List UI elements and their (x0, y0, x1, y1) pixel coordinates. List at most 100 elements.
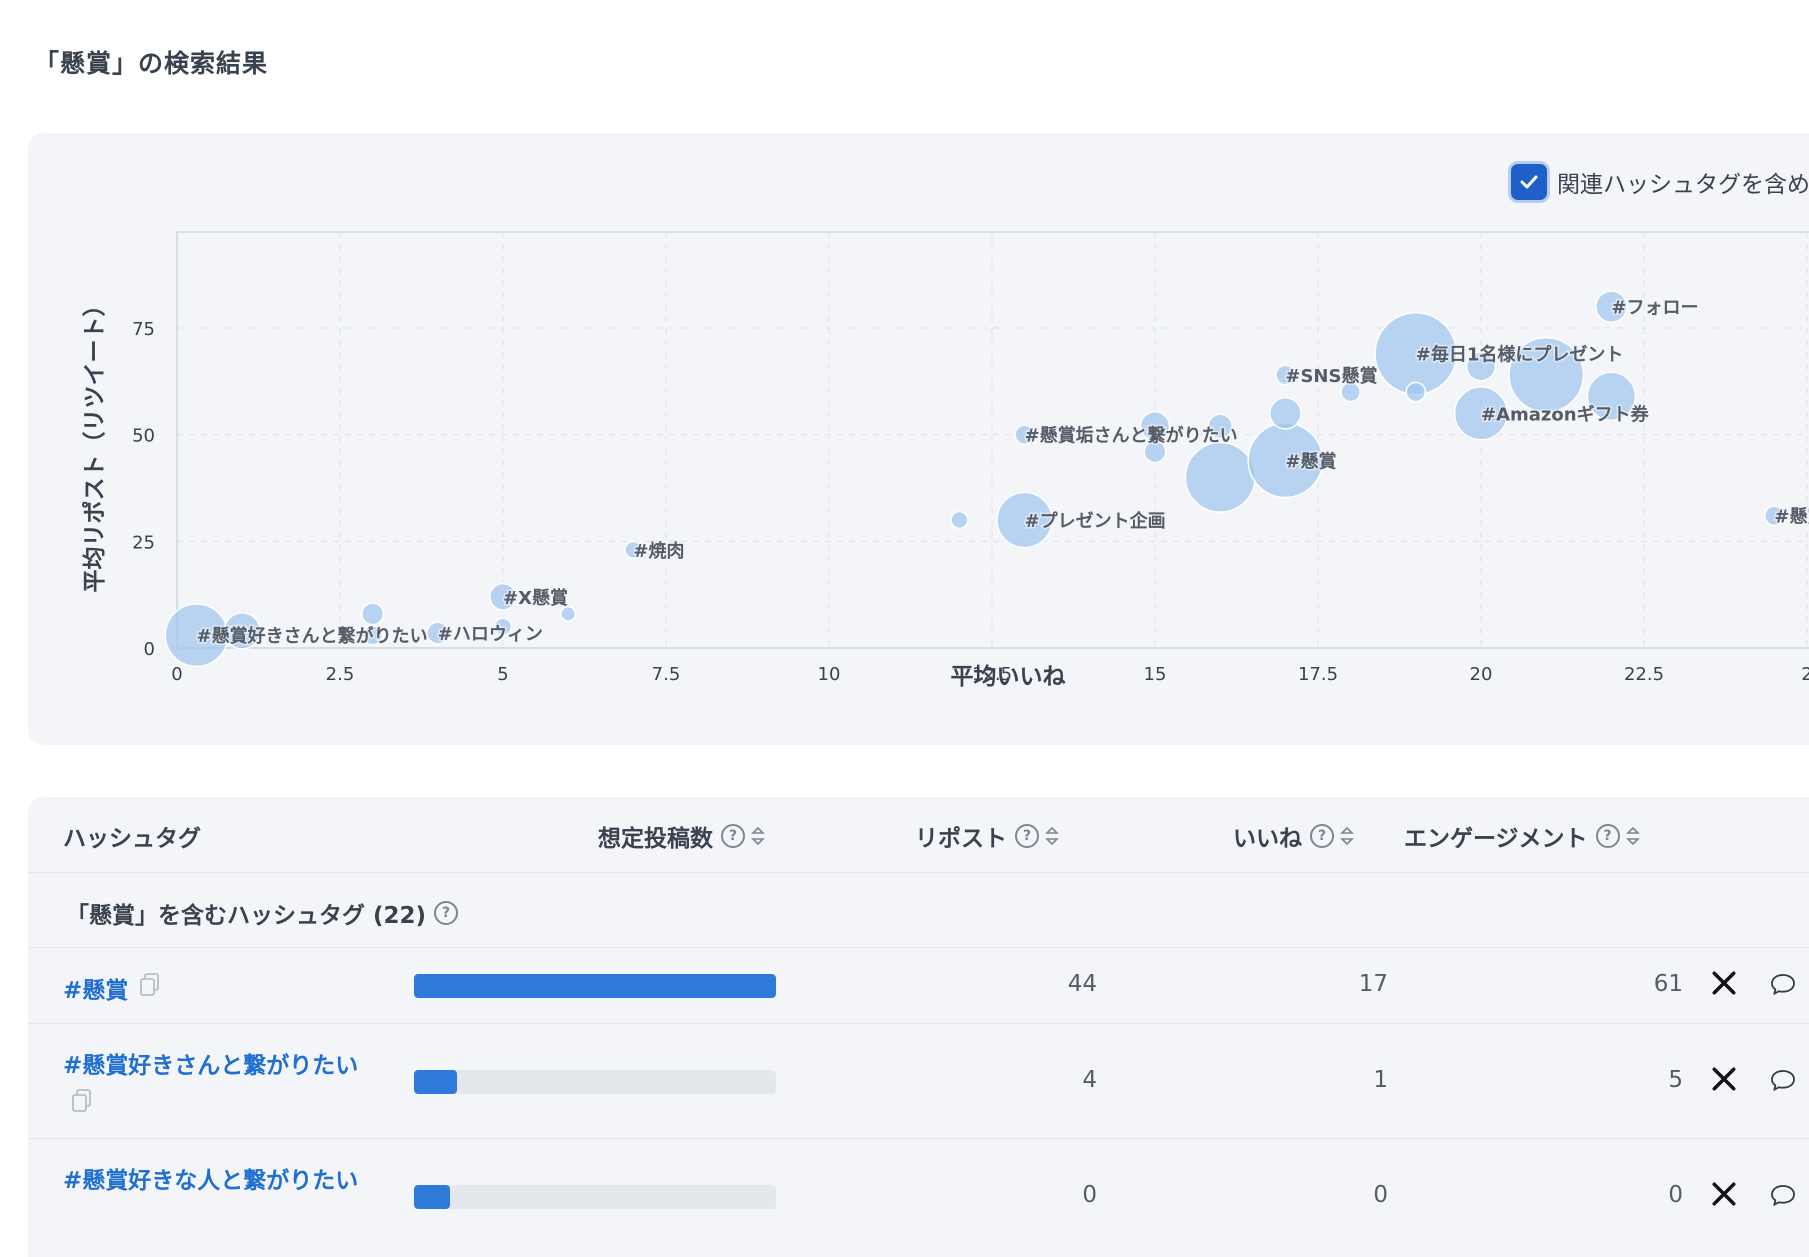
sort-icon[interactable] (1340, 825, 1354, 847)
header-posts[interactable]: 想定投稿数 ? (598, 819, 765, 853)
x-logo-icon[interactable] (1711, 1066, 1737, 1092)
data-bubble (1269, 396, 1302, 430)
posts-bar (414, 1070, 776, 1094)
sort-icon[interactable] (751, 825, 765, 847)
comment-icon[interactable] (1769, 970, 1797, 998)
bubble-label: #懸賞 (1285, 450, 1336, 472)
likes-value: 1 (1373, 1067, 1388, 1093)
x-tick-label: 2.5 (326, 664, 355, 685)
checkbox-checked-icon[interactable] (1511, 164, 1547, 200)
x-tick-label: 15 (1144, 664, 1167, 685)
data-bubble (1184, 441, 1256, 513)
posts-bar-fill (414, 974, 776, 998)
table-row: #懸賞好きさんと繋がりたい 4 1 5 (28, 1024, 1809, 1139)
data-bubble (1275, 364, 1296, 386)
header-posts-label: 想定投稿数 (598, 826, 713, 852)
hashtag-link[interactable]: #懸賞 (63, 978, 129, 1004)
y-tick-label: 50 (132, 426, 155, 447)
y-tick-label: 75 (132, 319, 155, 340)
include-related-label: 関連ハッシュタグを含め (1557, 172, 1809, 198)
header-engagement[interactable]: エンゲージメント ? (1404, 819, 1640, 853)
reposts-value: 4 (1082, 1067, 1097, 1093)
page-title: 「懸賞」の検索結果 (34, 49, 269, 78)
x-tick-label: 12.5 (972, 664, 1012, 685)
hashtag-link[interactable]: #懸賞好きさんと繋がりたい (63, 1053, 359, 1079)
x-tick-label: 0 (171, 664, 182, 685)
help-icon[interactable]: ? (1310, 824, 1334, 848)
bubble-label: #焼肉 (633, 540, 684, 562)
data-bubble (950, 510, 969, 530)
x-tick-label: 7.5 (652, 664, 681, 685)
x-tick-label: 17.5 (1298, 664, 1338, 685)
table-header: ハッシュタグ 想定投稿数 ? リポスト ? いいね ? エンゲージメント ? (28, 797, 1809, 873)
data-bubble (426, 621, 450, 645)
engagement-value: 0 (1668, 1182, 1683, 1208)
table-row: #懸賞好きな人と繋がりたい 0 0 0 (28, 1139, 1809, 1257)
sort-icon[interactable] (1045, 825, 1059, 847)
help-icon[interactable]: ? (721, 824, 745, 848)
data-bubble (996, 491, 1053, 549)
likes-value: 0 (1373, 1182, 1388, 1208)
data-bubble (1014, 424, 1035, 446)
data-bubble (362, 624, 383, 646)
bubble-label: #フォロー (1611, 298, 1698, 319)
bubble-label: #Amazonギフト券 (1481, 403, 1650, 425)
group-label-text: 「懸賞」を含むハッシュタグ (22) (66, 903, 427, 929)
data-bubble (493, 617, 513, 636)
data-bubble (1405, 381, 1427, 403)
help-icon[interactable]: ? (1595, 824, 1620, 848)
data-bubble (1586, 371, 1637, 422)
header-reposts[interactable]: リポスト ? (915, 819, 1059, 853)
copy-icon[interactable] (138, 972, 162, 998)
table-row: #懸賞 44 17 61 (28, 948, 1809, 1024)
help-icon[interactable]: ? (1015, 824, 1039, 848)
header-hashtag-label: ハッシュタグ (63, 826, 201, 852)
data-bubble (223, 612, 261, 650)
bubble-chart-card: 0 2.5 5 7.5 10 12.5 15 17.5 20 22.5 2 0 25 50 75 平均いいね平… (28, 133, 1809, 745)
bubble-label: #懸賞情 (1774, 506, 1809, 528)
bubble-label: #毎日1名様にプレゼント (1416, 344, 1624, 366)
copy-icon[interactable] (70, 1088, 94, 1114)
x-logo-icon[interactable] (1711, 1181, 1737, 1207)
header-reposts-label: リポスト (915, 826, 1007, 852)
x-tick-label: 22.5 (1624, 664, 1664, 685)
bubble-label: #プレゼント企画 (1025, 510, 1166, 532)
posts-bar (414, 974, 776, 998)
hashtag-link[interactable]: #懸賞好きな人と繋がりたい (63, 1168, 359, 1194)
data-bubble (1508, 336, 1585, 413)
x-tick-label: 2 (1801, 664, 1809, 685)
data-bubble (1764, 505, 1785, 527)
bubble-label: #X懸賞 (503, 587, 568, 609)
help-icon[interactable]: ? (434, 901, 459, 925)
reposts-value: 0 (1082, 1182, 1097, 1208)
comment-icon[interactable] (1769, 1066, 1797, 1094)
x-logo-icon[interactable] (1711, 970, 1737, 996)
group-label: 「懸賞」を含むハッシュタグ (22) ? (66, 896, 459, 930)
header-engagement-label: エンゲージメント (1404, 826, 1588, 852)
hashtag-table: ハッシュタグ 想定投稿数 ? リポスト ? いいね ? エンゲージメント ? 「… (28, 797, 1809, 1257)
data-bubble (560, 605, 577, 622)
x-axis-label: 平均いいね (951, 663, 1066, 690)
comment-icon[interactable] (1769, 1181, 1797, 1209)
data-bubble (1465, 351, 1497, 382)
x-tick-label: 5 (497, 664, 508, 685)
data-bubble (624, 540, 643, 560)
y-tick-label: 25 (132, 532, 155, 553)
data-bubble (1143, 440, 1167, 464)
posts-bar (414, 1185, 776, 1209)
engagement-value: 61 (1653, 971, 1683, 997)
posts-bar-fill (414, 1185, 451, 1209)
bubble-label: #ハロウィン (438, 624, 543, 645)
include-related-checkbox[interactable]: 関連ハッシュタグを含め (1511, 164, 1809, 200)
bubble-label: #懸賞好きさんと繋がりたい (197, 625, 428, 647)
likes-value: 17 (1358, 971, 1388, 997)
header-likes[interactable]: いいね ? (1233, 819, 1354, 853)
data-bubble (1340, 381, 1361, 403)
x-tick-label: 10 (818, 664, 841, 685)
data-bubble (1595, 290, 1628, 324)
sort-icon[interactable] (1625, 825, 1640, 847)
group-row: 「懸賞」を含むハッシュタグ (22) ? (28, 872, 1809, 948)
data-bubble (1453, 386, 1509, 441)
y-tick-label: 0 (144, 639, 155, 660)
data-bubble (489, 582, 517, 611)
